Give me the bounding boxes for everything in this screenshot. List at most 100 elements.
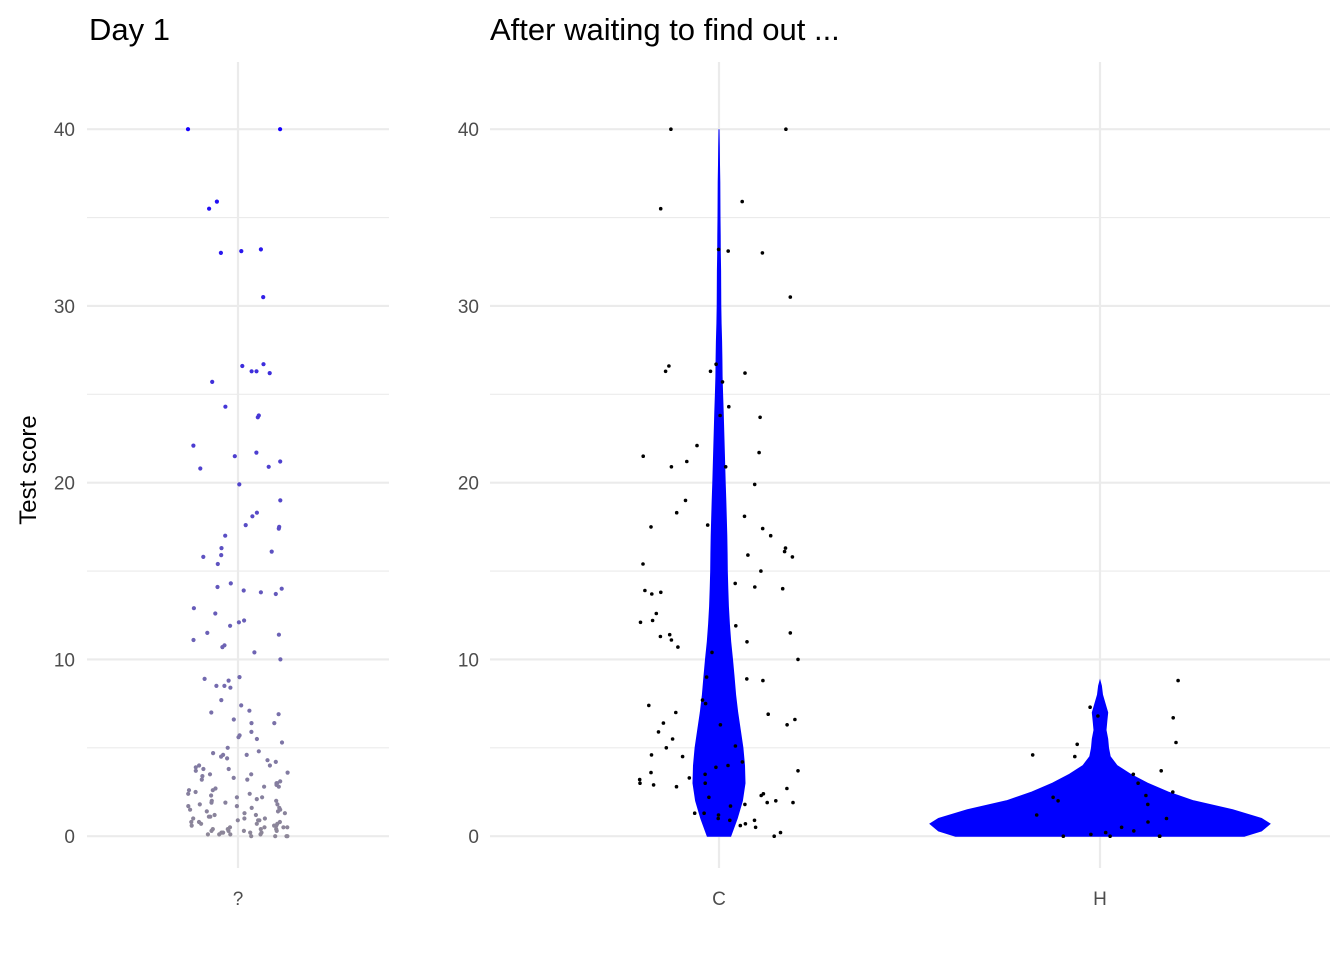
data-point <box>262 825 267 830</box>
data-point <box>242 811 247 816</box>
data-point <box>674 510 679 515</box>
data-point <box>649 770 653 775</box>
data-point <box>710 650 714 655</box>
data-point <box>219 754 224 759</box>
data-point <box>241 588 246 593</box>
data-point <box>200 774 205 779</box>
data-point <box>193 765 198 770</box>
data-point <box>226 828 231 834</box>
x-tick-label: H <box>1093 889 1107 910</box>
data-point <box>667 632 672 637</box>
data-point <box>274 828 279 834</box>
data-point <box>261 295 266 300</box>
data-point <box>661 721 666 725</box>
data-point <box>740 760 745 764</box>
data-point <box>718 413 722 418</box>
data-point <box>641 454 645 459</box>
data-point <box>669 638 674 642</box>
data-point <box>664 746 669 750</box>
data-point <box>185 127 191 132</box>
data-point <box>249 834 254 839</box>
data-point <box>242 816 247 821</box>
data-point <box>249 729 254 735</box>
data-point <box>654 611 659 616</box>
data-point <box>217 832 222 837</box>
data-point <box>1108 834 1112 838</box>
data-point <box>790 555 795 559</box>
data-point <box>234 795 239 800</box>
data-point <box>256 749 261 754</box>
data-point <box>753 825 758 830</box>
day1-y-tick-labels: 0 10 20 30 40 <box>54 120 75 848</box>
data-point <box>223 533 228 538</box>
data-point <box>276 784 281 789</box>
data-point <box>700 698 705 702</box>
data-point <box>676 645 680 649</box>
data-point <box>692 811 697 815</box>
data-point <box>269 549 274 554</box>
data-point <box>205 630 210 636</box>
data-point <box>267 763 272 768</box>
data-point <box>258 247 263 252</box>
data-point <box>791 800 795 805</box>
data-point <box>738 823 743 828</box>
data-point <box>716 816 720 821</box>
data-point <box>752 818 757 823</box>
data-point <box>279 740 285 745</box>
data-point <box>262 816 267 821</box>
data-point <box>213 611 218 616</box>
data-point <box>232 454 237 459</box>
data-point <box>197 763 202 768</box>
data-point <box>702 811 706 815</box>
day1-points <box>185 127 290 839</box>
after-y-tick-labels: 0 10 20 30 40 <box>458 120 479 848</box>
data-point <box>222 683 227 689</box>
day1-gridlines <box>87 62 389 868</box>
data-point <box>783 546 788 550</box>
data-point <box>785 786 789 791</box>
data-point <box>210 788 215 793</box>
data-point <box>1119 825 1124 830</box>
data-point <box>788 631 793 635</box>
data-point <box>223 800 228 805</box>
data-point <box>236 620 241 625</box>
data-point <box>191 637 196 643</box>
data-point <box>199 821 204 826</box>
data-point <box>215 584 220 590</box>
data-point <box>641 562 645 566</box>
data-point <box>278 657 283 662</box>
data-point <box>278 498 283 503</box>
data-point <box>273 834 278 839</box>
data-point <box>274 798 279 803</box>
data-point <box>191 443 196 448</box>
data-point <box>214 199 219 204</box>
data-point <box>197 802 202 807</box>
data-point <box>254 821 259 826</box>
data-point <box>1144 793 1148 798</box>
data-point <box>733 581 737 586</box>
data-point <box>253 812 258 818</box>
data-point <box>1174 740 1178 745</box>
after-points <box>637 127 1180 838</box>
data-point <box>207 772 213 777</box>
data-point <box>231 717 236 722</box>
after-violins <box>692 129 1271 837</box>
data-point <box>257 818 262 823</box>
data-point <box>638 620 643 625</box>
day1-panel: 0 10 20 30 40 ? Day 1 Test score <box>15 12 389 910</box>
data-point <box>258 832 263 837</box>
data-point <box>759 793 763 798</box>
day1-x-tick-labels: ? <box>233 889 244 910</box>
data-point <box>728 804 733 808</box>
data-point <box>260 795 265 800</box>
data-point <box>647 703 651 708</box>
data-point <box>765 800 769 805</box>
data-point <box>228 685 233 690</box>
data-point <box>245 777 250 782</box>
data-point <box>780 586 785 591</box>
data-point <box>241 828 246 834</box>
data-point <box>1075 742 1079 747</box>
data-point <box>796 769 800 773</box>
data-point <box>742 514 747 519</box>
